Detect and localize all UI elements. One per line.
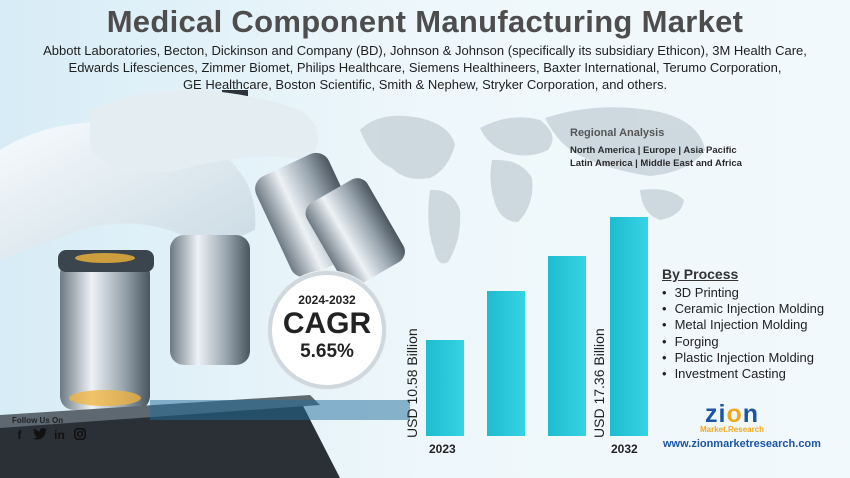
regional-analysis-title: Regional Analysis <box>570 127 665 139</box>
zion-logo: zion Market.Research <box>700 400 765 435</box>
instagram-icon[interactable] <box>72 428 87 443</box>
process-item: Forging <box>662 334 824 350</box>
microscope <box>0 90 410 478</box>
process-item: Plastic Injection Molding <box>662 350 824 366</box>
logo-subtitle: Market.Research <box>700 425 765 434</box>
linkedin-icon[interactable]: in <box>54 428 65 442</box>
process-item: Investment Casting <box>662 366 824 382</box>
process-item: Ceramic Injection Molding <box>662 301 825 317</box>
start-value-label: USD 10.58 Billion <box>404 328 420 438</box>
growth-bar <box>426 340 464 436</box>
process-item: 3D Printing <box>662 285 824 301</box>
twitter-icon[interactable] <box>32 428 47 443</box>
cagr-label: CAGR <box>282 307 372 340</box>
cagr-years: 2024-2032 <box>298 293 356 307</box>
key-players-line: GE Healthcare, Boston Scientific, Smith … <box>182 77 668 92</box>
regional-analysis: Regional Analysis North America | Europe… <box>570 127 742 170</box>
regional-line: North America | Europe | Asia Pacific <box>570 145 737 156</box>
process-segment: By Process 3D Printing Ceramic Injection… <box>662 266 824 382</box>
page-title: Medical Component Manufacturing Market <box>106 4 744 39</box>
growth-bar <box>487 291 525 436</box>
growth-bar <box>548 256 586 436</box>
start-year: 2023 <box>429 442 456 456</box>
website-link[interactable]: www.zionmarketresearch.com <box>663 438 821 450</box>
growth-bar <box>610 217 648 436</box>
key-players-line: Abbott Laboratories, Becton, Dickinson a… <box>43 43 807 58</box>
world-map <box>360 107 705 264</box>
key-players-line: Edwards Lifesciences, Zimmer Biomet, Phi… <box>68 60 782 75</box>
logo-wordmark: zion <box>705 400 760 428</box>
key-players: Abbott Laboratories, Becton, Dickinson a… <box>20 42 830 93</box>
facebook-icon[interactable]: f <box>17 428 22 442</box>
social-links: f in <box>12 428 87 443</box>
cagr-badge: 2024-2032 CAGR 5.65% <box>268 271 386 389</box>
end-year: 2032 <box>611 442 638 456</box>
cagr-value: 5.65% <box>300 341 354 362</box>
regional-line: Latin America | Middle East and Africa <box>570 158 742 169</box>
process-list: 3D Printing Ceramic Injection Molding Me… <box>662 285 825 382</box>
follow-us-label: Follow Us On <box>12 416 64 425</box>
process-title: By Process <box>662 266 739 282</box>
end-value-label: USD 17.36 Billion <box>591 328 607 438</box>
process-item: Metal Injection Molding <box>662 317 824 333</box>
